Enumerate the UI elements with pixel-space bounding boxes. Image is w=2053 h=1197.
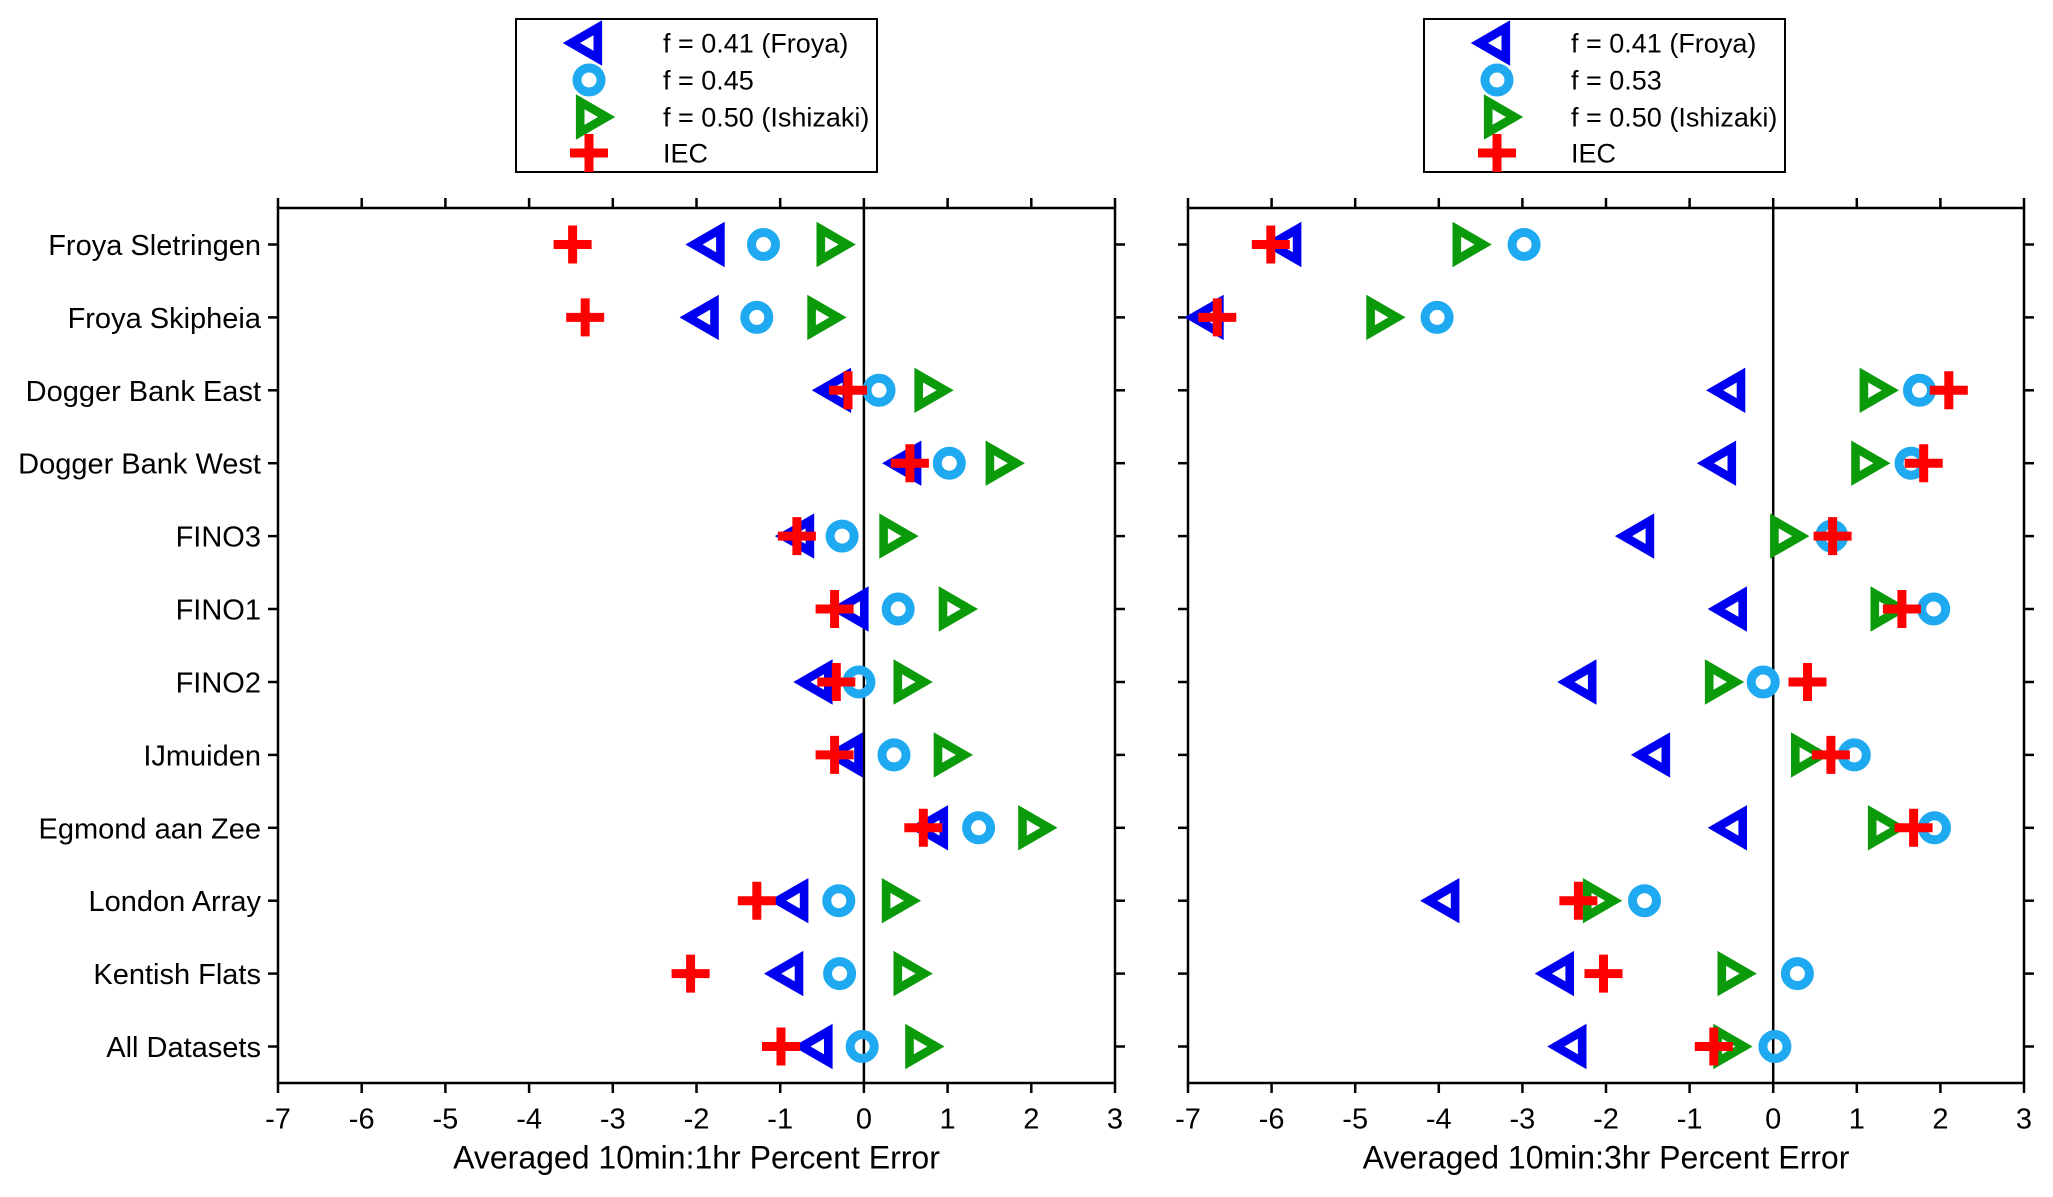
svg-text:-2: -2	[1593, 1103, 1619, 1135]
svg-text:-7: -7	[1175, 1103, 1201, 1135]
svg-text:Kentish Flats: Kentish Flats	[93, 959, 261, 991]
svg-text:-4: -4	[1426, 1103, 1452, 1135]
svg-text:-1: -1	[767, 1103, 793, 1135]
svg-text:Averaged 10min:1hr Percent Err: Averaged 10min:1hr Percent Error	[453, 1140, 940, 1176]
svg-text:f = 0.45: f = 0.45	[663, 66, 754, 96]
svg-text:IJmuiden: IJmuiden	[143, 740, 261, 772]
svg-text:0: 0	[1765, 1103, 1781, 1135]
svg-text:0: 0	[856, 1103, 872, 1135]
svg-text:1: 1	[1849, 1103, 1865, 1135]
svg-text:Dogger Bank East: Dogger Bank East	[26, 376, 261, 408]
svg-text:-2: -2	[684, 1103, 710, 1135]
svg-text:1: 1	[940, 1103, 956, 1135]
svg-text:f = 0.53: f = 0.53	[1571, 66, 1662, 96]
svg-text:Averaged 10min:3hr Percent Err: Averaged 10min:3hr Percent Error	[1363, 1140, 1850, 1176]
svg-text:-7: -7	[265, 1103, 291, 1135]
svg-text:IEC: IEC	[1571, 139, 1616, 169]
svg-text:-5: -5	[1342, 1103, 1368, 1135]
svg-text:2: 2	[1932, 1103, 1948, 1135]
svg-text:FINO2: FINO2	[176, 668, 261, 700]
svg-text:3: 3	[2016, 1103, 2032, 1135]
svg-text:Froya Sletringen: Froya Sletringen	[48, 230, 261, 262]
svg-text:-3: -3	[600, 1103, 626, 1135]
svg-text:2: 2	[1023, 1103, 1039, 1135]
svg-text:-5: -5	[433, 1103, 459, 1135]
svg-text:Froya Skipheia: Froya Skipheia	[68, 303, 262, 335]
svg-text:London Array: London Array	[88, 886, 261, 918]
svg-text:-1: -1	[1677, 1103, 1703, 1135]
svg-text:f = 0.50 (Ishizaki): f = 0.50 (Ishizaki)	[1571, 103, 1777, 133]
svg-text:f = 0.41 (Froya): f = 0.41 (Froya)	[1571, 29, 1756, 59]
svg-text:f = 0.50 (Ishizaki): f = 0.50 (Ishizaki)	[663, 103, 869, 133]
svg-text:-6: -6	[1259, 1103, 1285, 1135]
svg-text:f = 0.41 (Froya): f = 0.41 (Froya)	[663, 29, 848, 59]
svg-text:Dogger Bank West: Dogger Bank West	[18, 449, 261, 481]
svg-text:-6: -6	[349, 1103, 375, 1135]
svg-text:FINO3: FINO3	[176, 522, 261, 554]
svg-text:All Datasets: All Datasets	[106, 1032, 261, 1064]
svg-text:3: 3	[1107, 1103, 1123, 1135]
svg-text:-3: -3	[1510, 1103, 1536, 1135]
svg-text:-4: -4	[516, 1103, 542, 1135]
svg-text:IEC: IEC	[663, 139, 708, 169]
svg-text:Egmond aan Zee: Egmond aan Zee	[39, 813, 261, 845]
svg-text:FINO1: FINO1	[176, 595, 261, 627]
